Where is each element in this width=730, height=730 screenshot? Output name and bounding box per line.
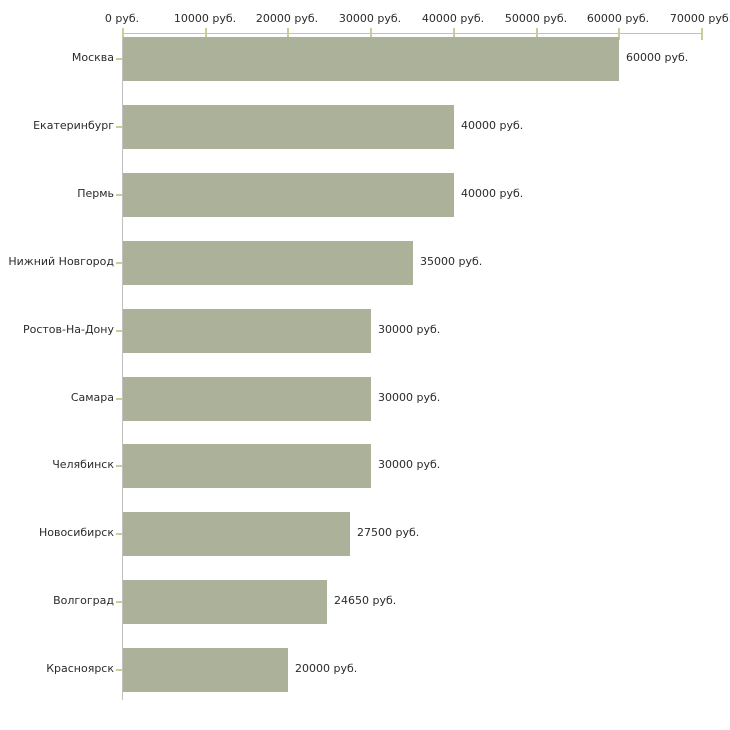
value-label: 30000 руб. xyxy=(378,458,441,471)
category-label: Нижний Новгород xyxy=(8,255,114,268)
category-label: Самара xyxy=(70,391,114,404)
value-label: 35000 руб. xyxy=(420,255,483,268)
x-axis-tick-label: 60000 руб. xyxy=(586,12,650,25)
x-axis-tick-label: 50000 руб. xyxy=(504,12,568,25)
y-axis-tick xyxy=(116,669,122,671)
y-axis-tick xyxy=(116,533,122,535)
category-label: Новосибирск xyxy=(38,526,114,539)
x-axis-tick xyxy=(701,28,703,40)
value-label: 60000 руб. xyxy=(626,51,689,64)
x-axis-tick-label: 70000 руб. xyxy=(669,12,730,25)
category-label: Красноярск xyxy=(46,662,114,675)
x-axis-tick-label: 0 руб. xyxy=(104,12,140,25)
x-axis-tick xyxy=(453,28,455,40)
y-axis-line xyxy=(122,33,123,700)
y-axis-tick xyxy=(116,330,122,332)
y-axis-tick xyxy=(116,262,122,264)
category-label: Москва xyxy=(71,51,114,64)
bar xyxy=(123,241,413,285)
bar xyxy=(123,377,371,421)
value-label: 24650 руб. xyxy=(334,594,397,607)
value-label: 40000 руб. xyxy=(461,187,524,200)
bar xyxy=(123,580,327,624)
y-axis-tick xyxy=(116,398,122,400)
value-label: 30000 руб. xyxy=(378,391,441,404)
category-label: Екатеринбург xyxy=(33,119,114,132)
value-label: 40000 руб. xyxy=(461,119,524,132)
x-axis-line xyxy=(122,33,702,34)
x-axis-tick-label: 30000 руб. xyxy=(338,12,402,25)
y-axis-tick xyxy=(116,601,122,603)
category-label: Волгоград xyxy=(53,594,114,607)
y-axis-tick xyxy=(116,126,122,128)
bar xyxy=(123,37,619,81)
x-axis-tick-label: 40000 руб. xyxy=(421,12,485,25)
x-axis-tick-label: 10000 руб. xyxy=(173,12,237,25)
x-axis-tick-label: 20000 руб. xyxy=(255,12,319,25)
x-axis-tick xyxy=(287,28,289,40)
value-label: 20000 руб. xyxy=(295,662,358,675)
bar xyxy=(123,444,371,488)
value-label: 27500 руб. xyxy=(357,526,420,539)
y-axis-tick xyxy=(116,58,122,60)
x-axis-tick xyxy=(370,28,372,40)
bar xyxy=(123,309,371,353)
x-axis-tick xyxy=(618,28,620,40)
x-axis-tick xyxy=(536,28,538,40)
category-label: Ростов-На-Дону xyxy=(22,323,114,336)
x-axis-tick xyxy=(205,28,207,40)
y-axis-tick xyxy=(116,194,122,196)
category-label: Челябинск xyxy=(52,458,114,471)
bar xyxy=(123,105,454,149)
value-label: 30000 руб. xyxy=(378,323,441,336)
y-axis-tick xyxy=(116,465,122,467)
category-label: Пермь xyxy=(77,187,114,200)
bar xyxy=(123,512,350,556)
bar xyxy=(123,173,454,217)
x-axis-tick xyxy=(122,28,124,40)
bar xyxy=(123,648,288,692)
